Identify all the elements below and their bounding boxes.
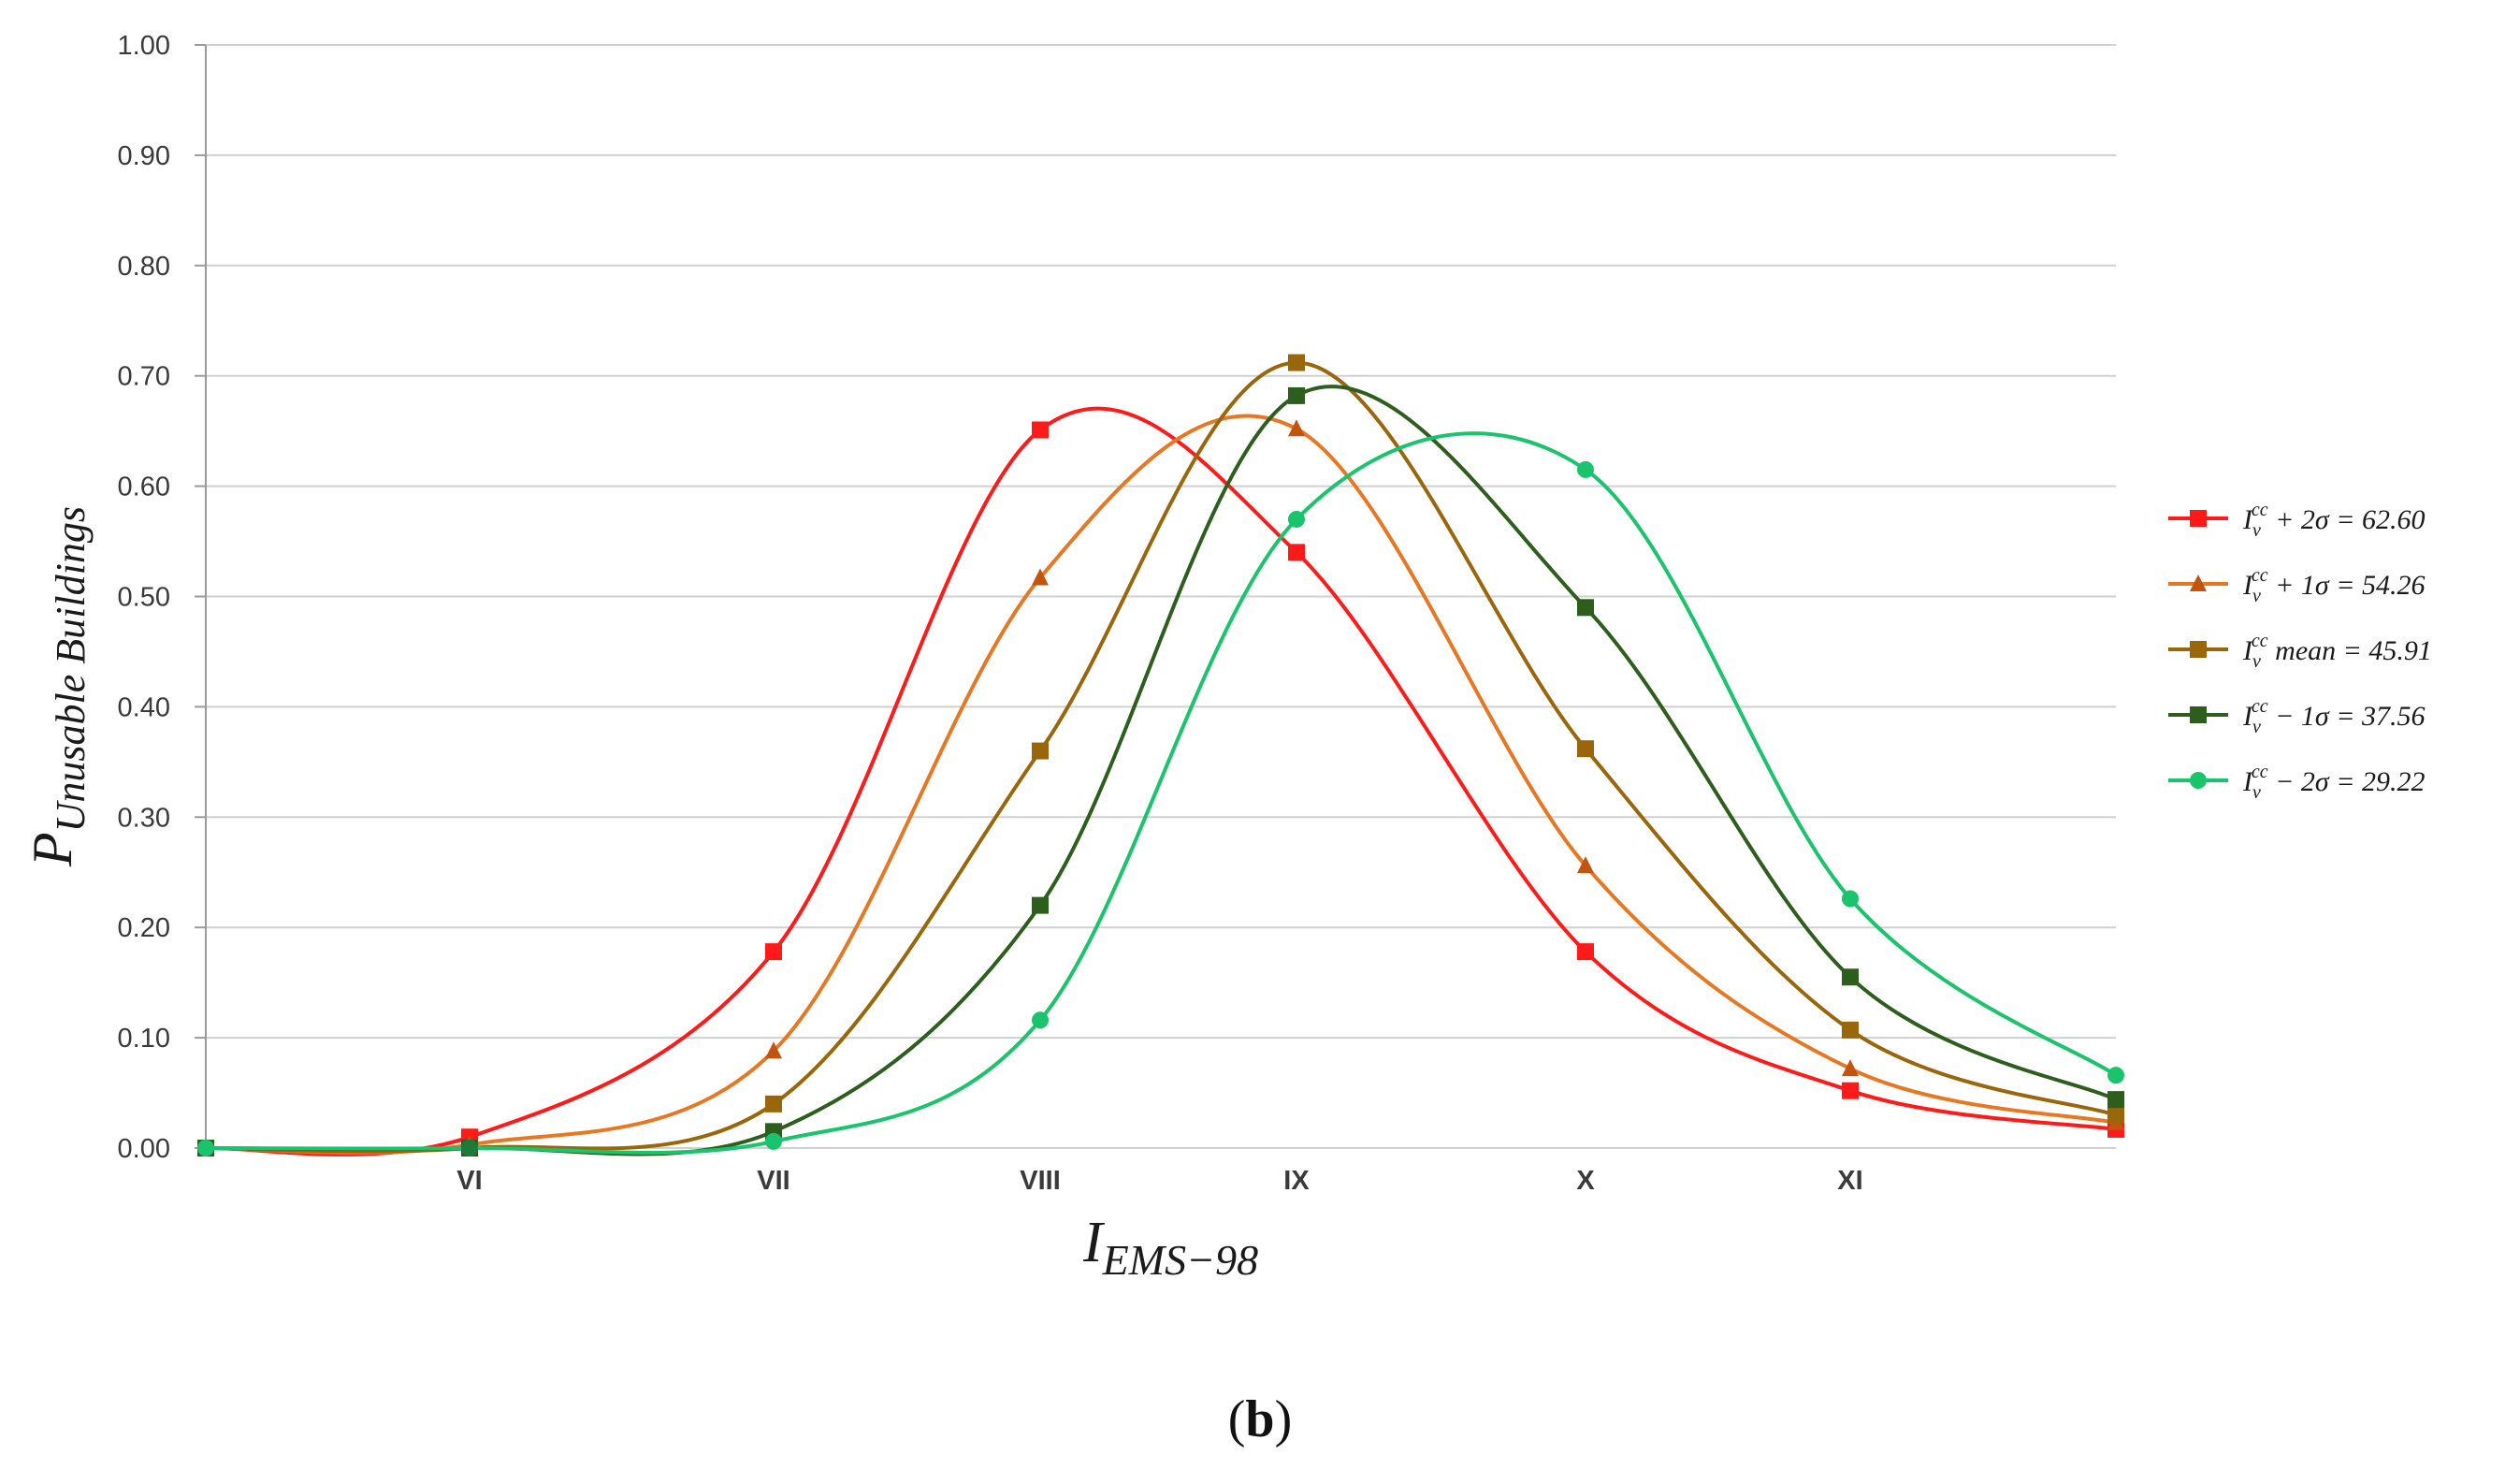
series-layer: [197, 354, 2124, 1156]
data-point: [461, 1140, 478, 1156]
data-point: [1842, 968, 1859, 986]
x-tick-label: IX: [1283, 1166, 1310, 1196]
y-tick-label: 0.50: [118, 583, 170, 613]
legend-entry: Ivcc mean = 45.91: [2168, 631, 2432, 672]
data-point: [2107, 1067, 2124, 1084]
legend-marker: [2190, 772, 2207, 789]
data-point: [1032, 421, 1049, 439]
data-point: [1577, 856, 1594, 874]
legend-marker: [2190, 575, 2207, 591]
axes: [195, 44, 207, 1149]
data-point: [765, 1095, 782, 1113]
data-point: [1577, 943, 1594, 961]
x-tick-label: XI: [1837, 1166, 1862, 1196]
y-tick-label: 0.60: [118, 473, 170, 502]
data-point: [1842, 890, 1859, 908]
data-point: [1288, 354, 1305, 371]
data-point: [765, 943, 782, 961]
series-2: [197, 414, 2124, 1156]
data-point: [765, 1041, 782, 1059]
y-tick-label: 1.00: [118, 31, 170, 61]
legend-marker: [2190, 510, 2207, 527]
y-tick-label: 0.40: [118, 692, 170, 722]
data-point: [1288, 510, 1305, 528]
legend-marker: [2190, 706, 2207, 723]
series-line: [205, 431, 2118, 1155]
data-point: [1288, 544, 1305, 561]
data-point: [2107, 1091, 2124, 1109]
data-point: [1032, 1011, 1049, 1029]
data-point: [765, 1132, 782, 1150]
data-point: [1842, 1059, 1859, 1077]
y-axis-title: PUnusable Buildings: [22, 506, 94, 867]
x-tick-label: VIII: [1020, 1166, 1061, 1196]
series-line: [205, 385, 2117, 1156]
caption-letter: b: [1245, 1390, 1274, 1448]
y-axis-title-sub: Unusable Buildings: [48, 506, 94, 832]
figure-caption: (b): [1228, 1390, 1292, 1448]
y-tick-label: 0.20: [118, 913, 170, 943]
legend-label: Ivcc − 2σ = 29.22: [2242, 762, 2425, 803]
data-point: [1842, 1082, 1859, 1099]
data-point: [1577, 460, 1594, 478]
data-point: [1288, 419, 1305, 437]
data-point: [1032, 568, 1049, 586]
x-tick-label: VI: [456, 1166, 482, 1196]
x-tick-label: X: [1576, 1166, 1595, 1196]
legend-label: Ivcc mean = 45.91: [2242, 631, 2432, 672]
gridlines: [206, 44, 2116, 1149]
tick-labels: 0.00 0.10 0.20 0.30 0.40 0.50 0.60 0.70 0.80 0.90…: [118, 31, 1863, 1196]
data-point: [2107, 1106, 2124, 1124]
y-tick-label: 0.80: [118, 252, 170, 282]
x-axis-title-sub: EMS−98: [1102, 1236, 1258, 1284]
x-axis-title-main: I: [1082, 1211, 1106, 1274]
data-point: [1577, 599, 1594, 617]
legend-marker: [2190, 641, 2207, 658]
series-4: [197, 385, 2124, 1156]
y-tick-label: 0.90: [118, 141, 170, 171]
legend-entry: Ivcc + 2σ = 62.60: [2168, 500, 2425, 541]
series-line: [205, 414, 2117, 1156]
data-point: [1577, 740, 1594, 758]
data-point: [1032, 896, 1049, 914]
y-tick-label: 0.00: [118, 1134, 170, 1164]
data-point: [1288, 386, 1305, 404]
series-5: [197, 431, 2124, 1156]
y-tick-label: 0.30: [118, 803, 170, 833]
legend-entry: Ivcc + 1σ = 54.26: [2168, 565, 2425, 606]
series-line: [205, 360, 2117, 1154]
x-axis-title: IEMS−98: [1082, 1211, 1258, 1284]
legend: Ivcc + 2σ = 62.60 Ivcc + 1σ = 54.26 Ivcc m…: [2168, 500, 2432, 803]
series-line: [205, 406, 2117, 1156]
y-axis-title-main: P: [22, 832, 83, 867]
data-point: [1032, 742, 1049, 760]
data-point: [197, 1140, 214, 1156]
legend-entry: Ivcc − 2σ = 29.22: [2168, 762, 2425, 803]
x-tick-label: VII: [757, 1166, 789, 1196]
data-point: [1842, 1021, 1859, 1039]
legend-label: Ivcc − 1σ = 37.56: [2242, 696, 2425, 737]
y-tick-label: 0.70: [118, 362, 170, 392]
legend-label: Ivcc + 1σ = 54.26: [2242, 565, 2425, 606]
series-3: [197, 354, 2124, 1156]
legend-entry: Ivcc − 1σ = 37.56: [2168, 696, 2425, 737]
y-tick-label: 0.10: [118, 1024, 170, 1054]
legend-label: Ivcc + 2σ = 62.60: [2242, 500, 2425, 541]
